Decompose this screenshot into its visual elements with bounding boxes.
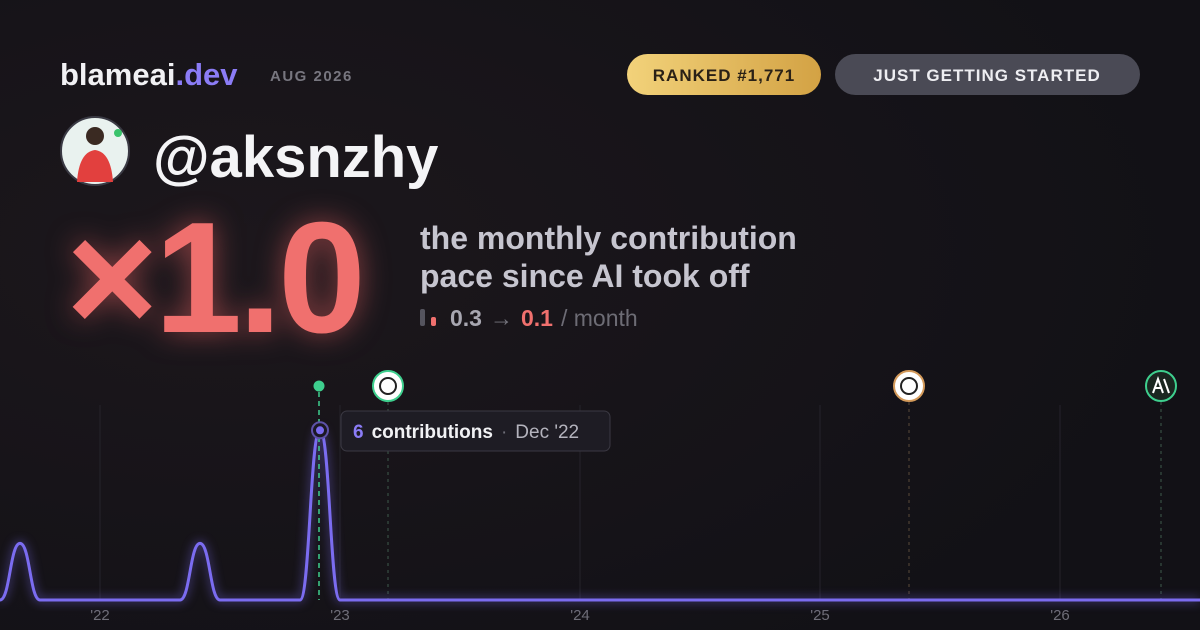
tooltip-text: 6 contributions · Dec '22 <box>353 422 579 443</box>
rank-badge <box>627 54 821 95</box>
tooltip-value: 6 <box>353 422 364 443</box>
pace-before: 0.3 <box>450 305 482 331</box>
handle: @aksnzhy <box>153 125 438 190</box>
x-tick-label: '24 <box>570 607 590 624</box>
pace-icon <box>431 317 436 326</box>
brand: blameai.dev <box>60 57 238 92</box>
x-tick-label: '26 <box>1050 607 1070 624</box>
pace: 0.3 → 0.1 / month <box>450 305 638 331</box>
x-tick-label: '22 <box>90 607 110 624</box>
multiplier: ×1.0 <box>66 190 362 366</box>
tooltip <box>340 410 611 452</box>
pace-after: 0.1 <box>521 305 553 331</box>
pace-arrow: → <box>490 305 513 331</box>
event-glyph <box>1152 376 1170 394</box>
avatar <box>60 116 130 186</box>
events <box>372 370 1177 600</box>
date: AUG 2026 <box>270 68 353 85</box>
tooltip-label: contributions <box>372 422 493 443</box>
brand-suffix: .dev <box>175 57 238 92</box>
series-line <box>0 428 1200 602</box>
pace-icon <box>420 309 425 326</box>
x-tick-label: '25 <box>810 607 830 624</box>
event-glyph <box>379 377 397 395</box>
event-icon <box>893 370 925 402</box>
brand-name: blameai <box>60 57 175 92</box>
event-glyph <box>900 377 918 395</box>
tooltip-date: Dec '22 <box>515 422 579 443</box>
status-badge <box>835 54 1140 95</box>
status-badge-text: JUST GETTING STARTED <box>873 66 1100 85</box>
chart: '22 '23 '24 '25 '26 6 contributions · Dec '22 <box>0 380 1200 624</box>
description-line: the monthly contribution <box>420 220 797 256</box>
event-icon <box>372 370 404 402</box>
rank-badge-text: RANKED #1,771 <box>653 66 795 85</box>
pace-unit: / month <box>561 305 638 331</box>
x-tick-label: '23 <box>330 607 350 624</box>
tooltip-separator: · <box>501 422 507 443</box>
highlight-dot <box>313 380 325 392</box>
description-line: pace since AI took off <box>420 258 750 294</box>
highlight-point <box>316 426 324 435</box>
